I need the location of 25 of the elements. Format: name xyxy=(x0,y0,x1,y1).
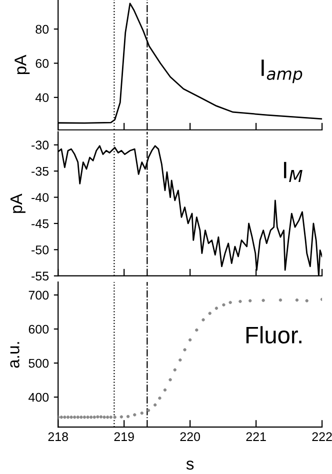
annotation: Fluor. xyxy=(246,326,302,344)
y-tick-label: -50 xyxy=(32,245,49,254)
x-axis-title: s xyxy=(186,460,194,470)
y-tick-label: -40 xyxy=(32,193,49,202)
x-tick-label: 222 xyxy=(312,432,332,441)
y-tick-label: 500 xyxy=(28,358,49,368)
y-tick-label: -55 xyxy=(32,272,49,281)
y-tick-label: 60 xyxy=(36,59,49,68)
x-tick-label: 218 xyxy=(48,432,68,442)
y-tick-label: 700 xyxy=(28,290,49,300)
y-axis-title: a.u. xyxy=(10,342,20,368)
x-tick-label: 221 xyxy=(246,432,266,441)
x-tick-label: 220 xyxy=(180,432,200,442)
annotation: I$_{amp}$ xyxy=(262,60,302,84)
y-axis-title: pA xyxy=(14,54,30,74)
y-tick-label: 600 xyxy=(28,324,49,334)
y-tick-label: 80 xyxy=(36,24,49,34)
y-tick-label: -35 xyxy=(32,166,49,176)
y-tick-label: 40 xyxy=(35,93,49,102)
y-tick-label: -30 xyxy=(32,140,49,150)
x-tick-label: 219 xyxy=(114,432,134,442)
y-tick-label: -45 xyxy=(32,219,49,228)
annotation: I$_{M}$ xyxy=(284,162,302,182)
y-tick-label: 400 xyxy=(28,392,49,402)
y-axis-title: pA xyxy=(10,194,26,213)
